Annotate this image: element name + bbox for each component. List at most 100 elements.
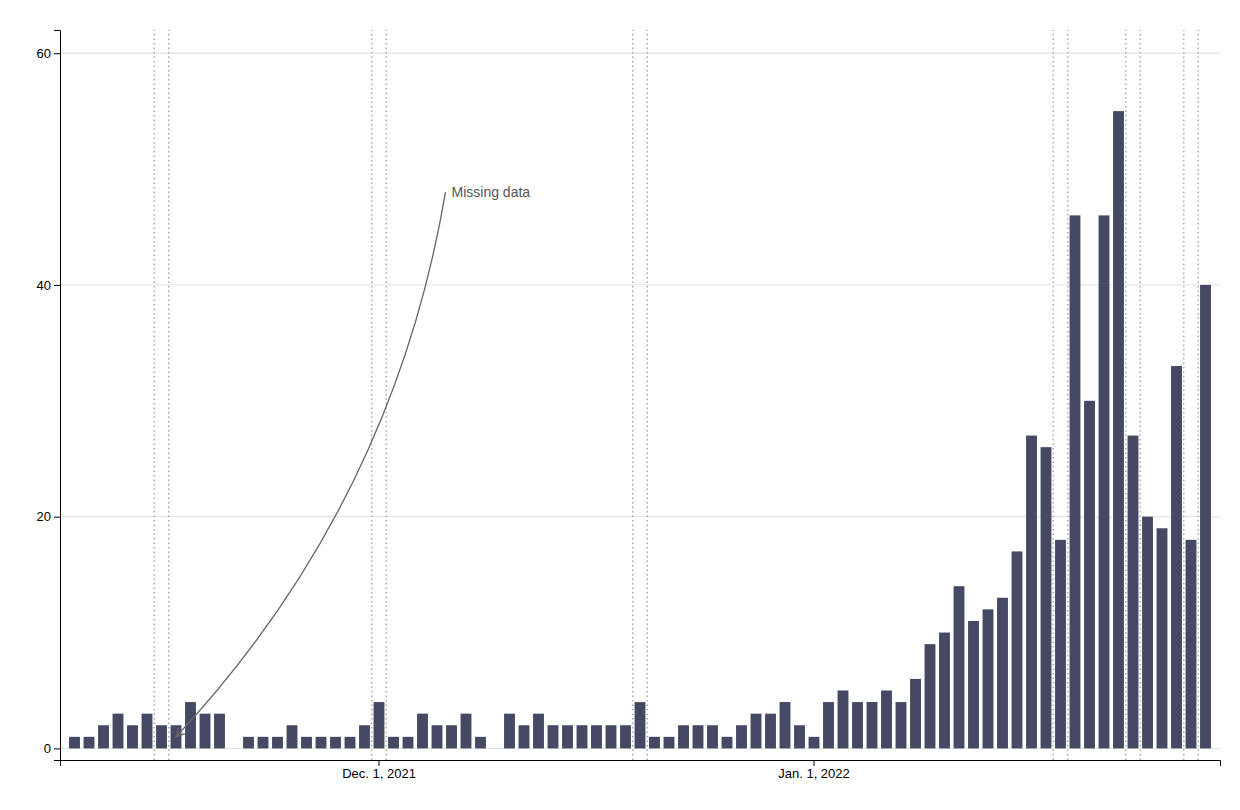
grid	[60, 53, 1220, 748]
missing-data-line	[168, 30, 170, 760]
missing-data-line	[1125, 30, 1127, 760]
bar	[69, 737, 80, 749]
y-tick-mark	[54, 285, 60, 286]
bar	[693, 725, 704, 748]
bar	[1142, 517, 1153, 749]
y-tick: 40	[37, 278, 60, 293]
bar	[635, 702, 646, 748]
bar	[272, 737, 283, 749]
x-tick-mark	[379, 760, 380, 766]
bar	[1084, 401, 1095, 749]
missing-data-line	[386, 30, 388, 760]
bar	[98, 725, 109, 748]
bar	[925, 644, 936, 748]
bar	[591, 725, 602, 748]
bar	[287, 725, 298, 748]
bar	[968, 621, 979, 748]
bar	[533, 714, 544, 749]
bar	[664, 737, 675, 749]
bar	[620, 725, 631, 748]
bar	[577, 725, 588, 748]
bar	[678, 725, 689, 748]
missing-data-line	[1053, 30, 1055, 760]
y-tick-label: 20	[37, 509, 51, 524]
bar	[1171, 366, 1182, 748]
y-axis-line	[54, 31, 61, 761]
bar	[1128, 436, 1139, 749]
x-axis: Dec. 1, 2021 Jan. 1, 2022	[61, 760, 1221, 781]
bar	[432, 725, 443, 748]
bar	[490, 748, 501, 749]
y-tick: 20	[37, 509, 60, 524]
x-tick-label: Jan. 1, 2022	[778, 766, 850, 781]
bar	[881, 690, 892, 748]
bar	[997, 598, 1008, 749]
bar	[388, 737, 399, 749]
bar	[1012, 551, 1023, 748]
bar	[345, 737, 356, 749]
bar	[214, 714, 225, 749]
bar	[258, 737, 269, 749]
missing-data-line	[1183, 30, 1185, 760]
y-tick-mark	[54, 748, 60, 749]
bar	[548, 725, 559, 748]
bar	[1099, 215, 1110, 748]
bar	[1157, 528, 1168, 748]
bar	[736, 725, 747, 748]
bar	[1070, 215, 1081, 748]
bar	[301, 737, 312, 749]
bar	[1041, 447, 1052, 748]
bar	[446, 725, 457, 748]
annotation-arrow	[176, 192, 446, 737]
bar	[417, 714, 428, 749]
bar	[359, 725, 370, 748]
y-tick-label: 0	[44, 741, 51, 756]
y-tick-label: 40	[37, 278, 51, 293]
bar	[852, 702, 863, 748]
missing-data-line	[1198, 30, 1200, 760]
bar	[330, 737, 341, 749]
annotations: Missing data	[176, 184, 530, 737]
bar	[403, 737, 414, 749]
bar	[910, 679, 921, 749]
bar	[519, 725, 530, 748]
bar	[983, 609, 994, 748]
marks	[69, 30, 1211, 760]
bar	[562, 725, 573, 748]
bar	[156, 725, 167, 748]
bar	[200, 714, 211, 749]
bar	[1055, 540, 1066, 749]
bar	[838, 690, 849, 748]
bar	[374, 702, 385, 748]
bar	[1113, 111, 1124, 748]
missing-data-line	[647, 30, 649, 760]
bar	[1186, 540, 1197, 749]
y-tick-label: 60	[37, 46, 51, 61]
x-tick-mark	[814, 760, 815, 766]
plot: 0 20 40 60 Dec. 1, 2021 Jan. 1, 2022 Missing d…	[37, 30, 1221, 781]
grid-line	[60, 284, 1220, 285]
bar	[809, 737, 820, 749]
y-axis: 0 20 40 60	[37, 31, 61, 761]
bar	[142, 714, 153, 749]
bar	[867, 702, 878, 748]
bar	[939, 633, 950, 749]
bar	[243, 737, 254, 749]
bar	[504, 714, 515, 749]
bar	[316, 737, 327, 749]
bar	[794, 725, 805, 748]
bar	[954, 586, 965, 748]
bar	[127, 725, 138, 748]
bar	[461, 714, 472, 749]
bar	[751, 714, 762, 749]
bar	[475, 737, 486, 749]
bar	[765, 714, 776, 749]
bar	[1200, 285, 1211, 748]
y-tick: 60	[37, 46, 60, 61]
annotation-text: Missing data	[452, 184, 531, 200]
bar	[707, 725, 718, 748]
x-tick-label: Dec. 1, 2021	[342, 766, 416, 781]
x-tick: Jan. 1, 2022	[778, 760, 850, 781]
y-tick-mark	[54, 517, 60, 518]
missing-data-line	[371, 30, 373, 760]
